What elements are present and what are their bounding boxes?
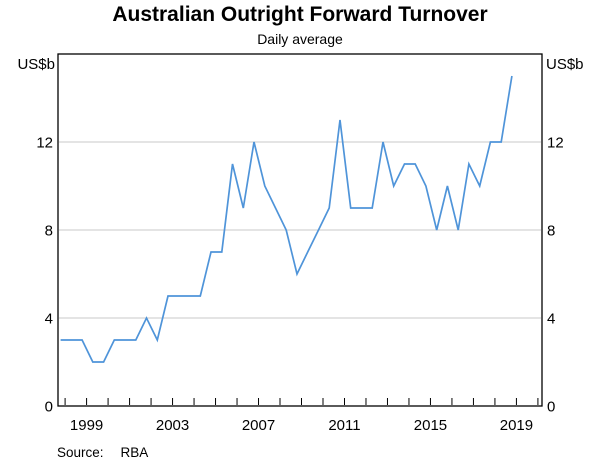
y-axis-unit-right: US$b — [546, 56, 584, 73]
source-row: Source: RBA — [57, 445, 148, 460]
x-tick-label: 2007 — [242, 417, 275, 434]
chart-title: Australian Outright Forward Turnover — [112, 3, 488, 26]
y-tick-label-left: 4 — [45, 310, 53, 327]
x-tick-label: 2015 — [414, 417, 447, 434]
y-tick-label-left: 12 — [36, 134, 53, 151]
y-tick-label-right: 0 — [547, 398, 555, 415]
x-tick-label: 2003 — [156, 417, 189, 434]
x-tick-label: 2011 — [328, 417, 360, 434]
y-tick-label-left: 8 — [45, 222, 53, 239]
source-value: RBA — [120, 445, 149, 460]
y-tick-label-right: 8 — [547, 222, 555, 239]
x-tick-label: 1999 — [70, 417, 103, 434]
y-tick-label-left: 0 — [45, 398, 53, 415]
source-label: Source: — [57, 445, 104, 460]
chart-subtitle: Daily average — [257, 31, 343, 47]
x-tick-label: 2019 — [500, 417, 533, 434]
y-axis-unit-left: US$b — [17, 56, 55, 73]
y-tick-label-right: 4 — [547, 310, 555, 327]
series-line — [60, 75, 513, 363]
y-tick-label-right: 12 — [547, 134, 564, 151]
plot-frame — [57, 53, 543, 407]
